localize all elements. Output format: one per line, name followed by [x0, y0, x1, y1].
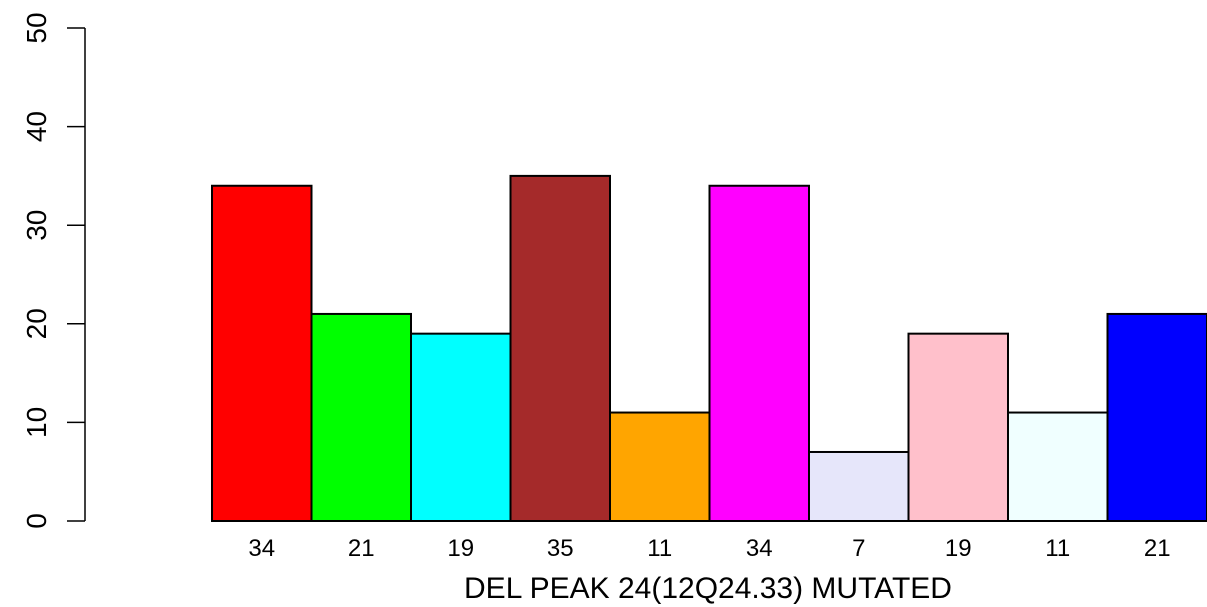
x-tick-label: 35	[547, 535, 574, 562]
x-axis-label: DEL PEAK 24(12Q24.33) MUTATED	[464, 572, 952, 605]
bar	[211, 184, 313, 522]
bar	[1007, 411, 1109, 523]
x-tick-label: 19	[447, 535, 474, 562]
y-tick-label: 50	[21, 12, 52, 43]
y-tick-label: 10	[21, 407, 52, 438]
bar	[410, 332, 512, 522]
y-tick-label: 30	[21, 210, 52, 241]
y-tick-label: 40	[21, 111, 52, 142]
x-tick-label: 11	[1045, 535, 1070, 562]
y-tick-label: 0	[21, 513, 52, 529]
bar	[609, 411, 711, 523]
bars	[211, 174, 1207, 523]
x-tick-label: 21	[1144, 535, 1171, 562]
x-tick-label: 11	[647, 535, 672, 562]
bar	[1106, 312, 1207, 522]
x-tick-labels: 34 21 19 35 11 34 7 19 11 21	[248, 535, 1170, 562]
x-tick-label: 19	[945, 535, 972, 562]
bar	[509, 174, 611, 522]
x-tick-label: 21	[348, 535, 375, 562]
bar	[708, 184, 810, 522]
bar	[907, 332, 1009, 522]
x-tick-label: 7	[852, 535, 865, 562]
x-tick-label: 34	[746, 535, 773, 562]
bar	[808, 450, 910, 523]
y-tick-label: 20	[21, 308, 52, 339]
bar	[310, 312, 412, 522]
x-tick-label: 34	[248, 535, 275, 562]
y-axis: 0 10 20 30 40 50	[21, 12, 86, 529]
